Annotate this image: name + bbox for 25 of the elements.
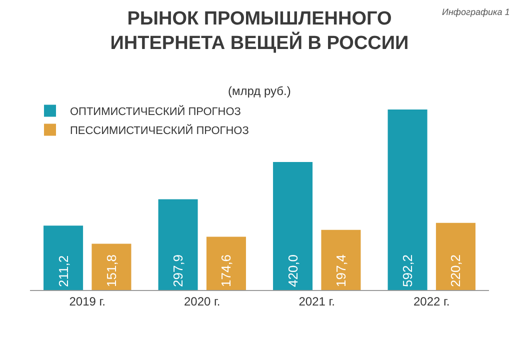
bar: [206, 236, 246, 290]
bar: [158, 199, 198, 290]
x-tick-label: 2019 г.: [69, 294, 106, 308]
text: Инфографика 1: [442, 7, 510, 17]
bar: [388, 110, 428, 290]
data-label: 197,4: [333, 254, 348, 287]
data-label: 297,9: [170, 254, 186, 287]
x-tick-label: 2020 г.: [184, 294, 220, 308]
data-label: 592,2: [400, 254, 416, 287]
chart-title: РЫНОК ПРОМЫШЛЕННОГО ИНТЕРНЕТА ВЕЩЕЙ В РОССИИ: [110, 8, 409, 54]
data-label: 220,2: [448, 254, 464, 287]
bar: [321, 230, 361, 290]
bar: [273, 162, 313, 290]
legend-label: ОПТИМИСТИЧЕСКИЙ ПРОГНОЗ: [70, 104, 242, 118]
data-label: 174,6: [218, 254, 234, 287]
data-label: 151,8: [104, 254, 119, 287]
bar: [44, 226, 84, 290]
data-label: 211,2: [56, 255, 71, 287]
bar: [436, 222, 476, 290]
x-tick-label: 2021 г.: [298, 294, 336, 308]
data-label: 420,0: [285, 254, 300, 287]
x-tick-label: 2022 г.: [413, 294, 450, 308]
chart-subtitle: (млрд руб.): [228, 84, 291, 98]
bar: [92, 244, 132, 290]
legend-label: ПЕССИМИСТИЧЕСКИЙ ПРОГНОЗ: [70, 124, 250, 137]
